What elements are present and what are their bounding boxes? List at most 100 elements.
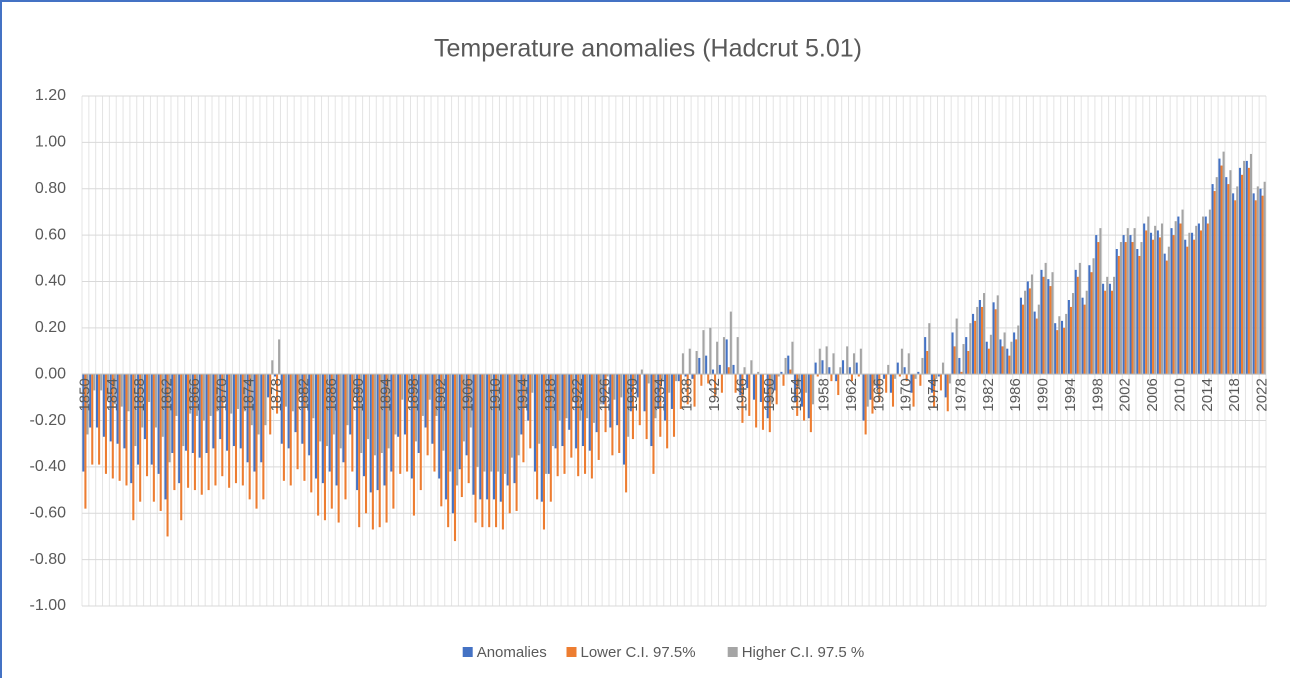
bar	[173, 374, 176, 491]
bar	[536, 374, 539, 500]
bar	[989, 334, 992, 375]
bar	[308, 374, 311, 456]
bar	[198, 374, 201, 458]
bar	[871, 374, 874, 414]
bar	[720, 374, 723, 393]
bar	[675, 374, 678, 382]
bar	[154, 374, 157, 428]
bar	[1213, 191, 1216, 375]
bar	[1119, 242, 1122, 375]
bar	[848, 367, 851, 375]
bar	[501, 374, 504, 530]
bar	[269, 374, 272, 435]
bar	[1191, 232, 1194, 375]
bar	[499, 374, 502, 502]
bar	[376, 374, 379, 491]
bar	[315, 374, 318, 479]
bar	[257, 374, 260, 435]
bar	[1026, 281, 1029, 375]
bar	[182, 374, 185, 447]
bar	[588, 374, 591, 451]
bar	[917, 371, 920, 375]
bar	[488, 374, 491, 528]
bar	[267, 374, 270, 398]
bar	[965, 337, 968, 375]
bar	[137, 374, 140, 465]
bar	[264, 374, 267, 426]
y-tick-label: -0.40	[30, 458, 67, 475]
bar	[1195, 225, 1198, 375]
bar	[175, 374, 178, 416]
bar	[953, 346, 956, 375]
bar	[86, 374, 89, 435]
bar	[894, 374, 897, 379]
bar	[876, 374, 879, 389]
bar	[184, 374, 188, 451]
bar	[958, 357, 961, 375]
bar	[789, 369, 792, 375]
bar	[800, 374, 803, 407]
y-tick-label: -0.20	[30, 412, 67, 429]
bar	[1013, 332, 1016, 375]
bar	[939, 374, 942, 391]
bar	[339, 374, 342, 449]
bar	[424, 374, 427, 428]
x-tick-label: 1990	[1035, 378, 1052, 411]
bar	[898, 374, 901, 377]
bar	[846, 346, 849, 375]
bar	[531, 374, 534, 393]
bar	[967, 351, 970, 375]
bar	[1263, 181, 1266, 375]
bar	[1001, 346, 1004, 375]
bar	[1184, 239, 1187, 375]
bar	[620, 374, 623, 398]
bar	[1220, 165, 1223, 375]
bar	[850, 374, 853, 382]
bar	[561, 374, 564, 447]
bar	[770, 374, 773, 405]
bar	[698, 357, 701, 375]
bar	[545, 374, 548, 474]
bar	[246, 374, 249, 463]
bar	[406, 374, 409, 472]
y-tick-label: 0.00	[35, 365, 66, 382]
bar	[741, 374, 744, 423]
bar	[821, 360, 824, 375]
bar	[885, 374, 888, 393]
bar	[1147, 216, 1150, 375]
bar	[695, 351, 698, 375]
x-tick-label: 1974	[925, 378, 942, 411]
bar	[1170, 228, 1173, 375]
bar	[1099, 228, 1102, 375]
bar	[572, 374, 575, 402]
bar	[303, 374, 306, 481]
bar	[1024, 290, 1027, 375]
bar	[510, 374, 513, 458]
x-tick-label: 2002	[1117, 378, 1134, 411]
x-tick-label: 1850	[76, 378, 93, 411]
bar	[631, 374, 634, 440]
bar	[248, 374, 251, 500]
bar	[520, 374, 523, 435]
bar	[440, 374, 443, 507]
bar	[862, 374, 865, 421]
bar	[282, 374, 285, 481]
bar	[412, 374, 415, 516]
bar	[1035, 318, 1038, 375]
bar	[640, 369, 643, 375]
x-tick-label: 1870	[213, 378, 230, 411]
bar	[193, 374, 196, 491]
bar	[467, 374, 470, 484]
bar	[729, 311, 732, 375]
bar	[221, 374, 224, 477]
bar	[1069, 306, 1072, 375]
bar	[859, 348, 862, 375]
bar	[643, 374, 646, 412]
bar	[755, 374, 758, 428]
bar	[994, 309, 997, 375]
bar	[390, 374, 393, 472]
bar	[668, 374, 671, 393]
bar	[474, 374, 477, 523]
bar	[714, 374, 717, 398]
bar	[1040, 269, 1043, 375]
